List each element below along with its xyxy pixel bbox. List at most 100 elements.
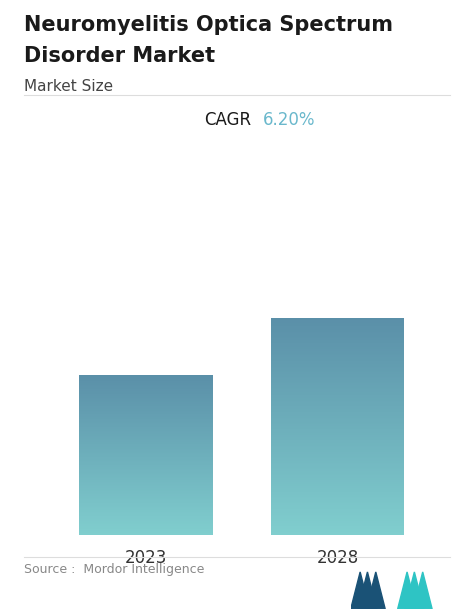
Bar [79, 418, 212, 419]
Bar [79, 487, 212, 488]
Bar [79, 479, 212, 480]
Bar [79, 406, 212, 407]
Bar [271, 483, 404, 484]
Bar [271, 512, 404, 514]
Bar [271, 514, 404, 515]
Bar [271, 370, 404, 371]
Bar [271, 525, 404, 526]
Bar [79, 401, 212, 402]
Bar [271, 443, 404, 444]
Bar [79, 427, 212, 428]
Bar [271, 518, 404, 519]
Bar [79, 435, 212, 436]
Bar [271, 353, 404, 354]
Bar [271, 393, 404, 394]
Bar [79, 465, 212, 466]
Bar [79, 442, 212, 443]
Bar [79, 429, 212, 430]
Bar [271, 521, 404, 522]
Bar [271, 325, 404, 326]
Bar [79, 462, 212, 463]
Bar [79, 426, 212, 427]
Bar [271, 467, 404, 469]
Bar [271, 496, 404, 497]
Bar [271, 404, 404, 405]
Bar [271, 443, 404, 445]
Bar [271, 335, 404, 336]
Bar [79, 443, 212, 444]
Bar [79, 533, 212, 534]
Bar [79, 435, 212, 436]
Bar [271, 406, 404, 407]
Bar [271, 397, 404, 398]
Bar [79, 422, 212, 423]
Bar [271, 418, 404, 419]
Bar [79, 402, 212, 403]
Bar [79, 432, 212, 433]
Bar [271, 423, 404, 424]
Bar [271, 476, 404, 477]
Bar [271, 442, 404, 443]
Bar [271, 328, 404, 330]
Bar [79, 512, 212, 513]
Bar [79, 381, 212, 383]
Bar [271, 338, 404, 339]
Bar [271, 461, 404, 462]
Bar [79, 430, 212, 431]
Bar [271, 497, 404, 498]
Bar [79, 503, 212, 504]
Bar [79, 411, 212, 412]
Bar [79, 410, 212, 411]
Bar [79, 490, 212, 491]
Bar [79, 457, 212, 458]
Bar [79, 481, 212, 482]
Bar [271, 365, 404, 367]
Bar [79, 398, 212, 399]
Bar [79, 383, 212, 384]
Bar [271, 463, 404, 464]
Bar [79, 534, 212, 535]
Text: CAGR: CAGR [204, 111, 251, 129]
Bar [271, 440, 404, 441]
Bar [79, 447, 212, 448]
Bar [271, 484, 404, 485]
Bar [79, 497, 212, 498]
Bar [271, 492, 404, 493]
Bar [271, 526, 404, 527]
Bar [271, 330, 404, 331]
Bar [271, 328, 404, 329]
Bar [271, 515, 404, 516]
Bar [271, 389, 404, 391]
Bar [271, 502, 404, 503]
Bar [79, 501, 212, 502]
Bar [79, 428, 212, 429]
Bar [271, 489, 404, 490]
Bar [79, 389, 212, 390]
Bar [271, 421, 404, 423]
Polygon shape [358, 572, 377, 609]
Bar [79, 454, 212, 456]
Bar [271, 434, 404, 435]
Bar [271, 376, 404, 378]
Bar [79, 425, 212, 426]
Bar [271, 507, 404, 508]
Bar [79, 510, 212, 511]
Bar [271, 534, 404, 535]
Bar [271, 459, 404, 461]
Bar [79, 506, 212, 507]
Bar [271, 472, 404, 474]
Bar [79, 461, 212, 462]
Bar [271, 361, 404, 362]
Bar [271, 394, 404, 395]
Text: Disorder Market: Disorder Market [24, 46, 215, 66]
Bar [271, 419, 404, 420]
Bar [79, 514, 212, 515]
Bar [79, 397, 212, 398]
Bar [79, 522, 212, 523]
Bar [79, 413, 212, 414]
Bar [79, 385, 212, 386]
Bar [79, 394, 212, 395]
Bar [79, 492, 212, 493]
Bar [271, 433, 404, 434]
Bar [271, 323, 404, 324]
